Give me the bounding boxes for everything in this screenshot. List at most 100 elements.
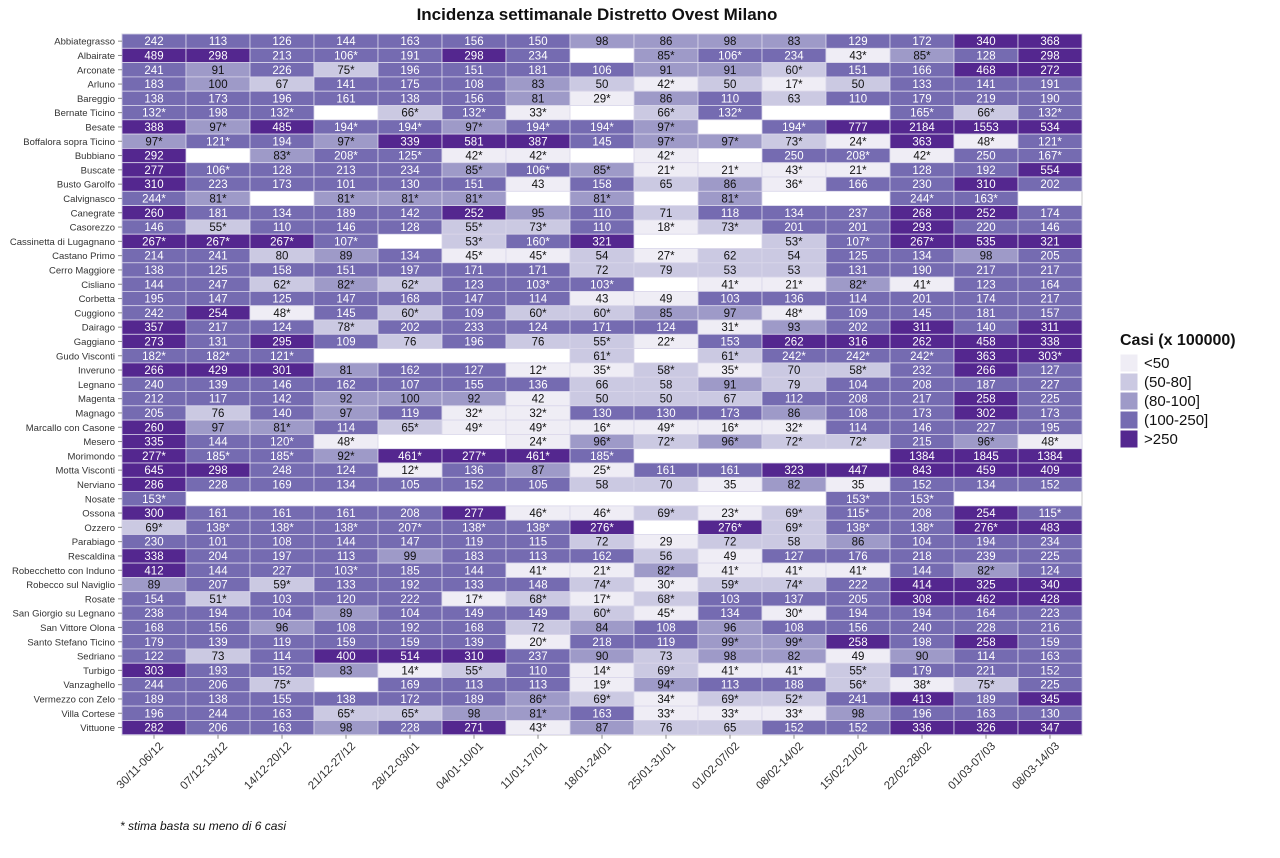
cell-value: 55*: [465, 222, 483, 234]
cell-value: 50: [660, 394, 673, 406]
cell-value: 98: [596, 36, 609, 48]
cell-value: 190: [1040, 93, 1059, 105]
cell-value: 207*: [398, 522, 422, 534]
cell-value: 134: [976, 479, 996, 491]
cell-value: 76: [404, 336, 417, 348]
cell-value: 413: [912, 694, 931, 706]
cell-value: 36*: [785, 179, 803, 191]
cell-value: 81*: [401, 193, 419, 205]
row-label: Bareggio: [77, 94, 115, 105]
row-label: Vittuone: [80, 723, 115, 734]
cell-value: 234: [400, 165, 420, 177]
cell-value: 132*: [1038, 108, 1062, 120]
cell-value: 164: [1040, 279, 1060, 291]
cell-value: 429: [208, 365, 227, 377]
row-label: Buscate: [81, 165, 115, 176]
cell-value: 103: [720, 594, 739, 606]
cell-value: 298: [464, 50, 483, 62]
cell-value: 45*: [465, 251, 483, 263]
cell-value: 138*: [526, 522, 550, 534]
row-label: Gudo Visconti: [56, 351, 115, 362]
cell-value: 99*: [785, 637, 803, 649]
row-label: Vermezzo con Zelo: [34, 694, 115, 705]
cell-value: 65*: [401, 422, 419, 434]
cell-value: 34*: [657, 694, 675, 706]
cell-value: 55*: [849, 665, 867, 677]
cell-value: 98: [724, 651, 737, 663]
cell-value: 96*: [721, 437, 739, 449]
row-label: Albairate: [78, 51, 116, 62]
cell-value: 144: [912, 565, 932, 577]
cell-value: 97*: [657, 136, 675, 148]
cell-value: 126: [272, 36, 291, 48]
cell-value: 183: [144, 79, 163, 91]
cell-value: 42*: [465, 151, 483, 163]
cell-value: 534: [1040, 122, 1060, 134]
cell-value: 58*: [849, 365, 867, 377]
cell-value: 248: [272, 465, 291, 477]
cell-value: 194*: [782, 122, 806, 134]
cell-value: 139: [464, 637, 483, 649]
chart-title: Incidenza settimanale Distretto Ovest Mi…: [417, 5, 778, 24]
cell-value: 282: [144, 723, 163, 735]
cell-value: 158: [272, 265, 291, 277]
row-label: Marcallo con Casone: [26, 423, 115, 434]
cell-value: 172: [912, 36, 931, 48]
row-label: Besate: [85, 122, 115, 133]
cell-value: 152: [272, 665, 291, 677]
cell-value: 101: [208, 537, 227, 549]
cell-value: 83: [788, 36, 801, 48]
cell-value: 292: [144, 151, 163, 163]
cell-value: 1384: [909, 451, 935, 463]
cell-value: 146: [144, 222, 163, 234]
cell-value: 82*: [849, 279, 867, 291]
cell-value: 173: [1040, 408, 1059, 420]
cell-value: 130: [400, 179, 419, 191]
cell-value: 90: [596, 651, 609, 663]
cell-value: 153*: [142, 494, 166, 506]
cell-value: 50: [596, 79, 609, 91]
cell-value: 157: [1040, 308, 1059, 320]
cell-value: 171: [464, 265, 483, 277]
cell-value: 113: [529, 551, 547, 563]
cell-value: 124: [336, 465, 356, 477]
cell-value: 62: [724, 251, 737, 263]
cell-value: 121*: [206, 136, 230, 148]
cell-value: 152: [912, 479, 931, 491]
cell-value: 153*: [846, 494, 870, 506]
cell-value: 14*: [401, 665, 419, 677]
cell-value: 85: [660, 308, 673, 320]
cell-value: 113: [337, 551, 355, 563]
cell-value: 89: [340, 608, 353, 620]
cell-value: 193: [208, 665, 227, 677]
cell-value: 61*: [593, 351, 611, 363]
cell-value: 138*: [270, 522, 294, 534]
cell-value: 53: [724, 265, 737, 277]
cell-value: 35: [852, 479, 865, 491]
cell-value: 241: [208, 251, 227, 263]
cell-value: 323: [784, 465, 803, 477]
cell-value: 42*: [913, 151, 931, 163]
cell-value: 535: [976, 236, 995, 248]
cell-value: 262: [784, 336, 803, 348]
row-label: Turbigo: [83, 666, 115, 677]
cell-value: 68*: [529, 594, 547, 606]
cell-value: 207: [208, 580, 227, 592]
cell-value: 96: [724, 622, 737, 634]
cell-value: 86: [660, 93, 673, 105]
cell-value: 147: [400, 537, 419, 549]
cell-value: 76: [212, 408, 225, 420]
cell-value: 86*: [529, 694, 547, 706]
cell-value: 228: [976, 622, 995, 634]
cell-value: 447: [848, 465, 867, 477]
cell-value: 128: [976, 50, 995, 62]
legend-label: >250: [1144, 431, 1178, 448]
cell-value: 185: [400, 565, 419, 577]
cell-value: 196: [400, 65, 419, 77]
column-label: 08/03-14/03: [1010, 740, 1062, 792]
cell-value: 242*: [910, 351, 934, 363]
cell-value: 138*: [206, 522, 230, 534]
cell-value: 181: [208, 208, 227, 220]
cell-value: 163: [400, 36, 419, 48]
cell-value: 136: [528, 379, 547, 391]
